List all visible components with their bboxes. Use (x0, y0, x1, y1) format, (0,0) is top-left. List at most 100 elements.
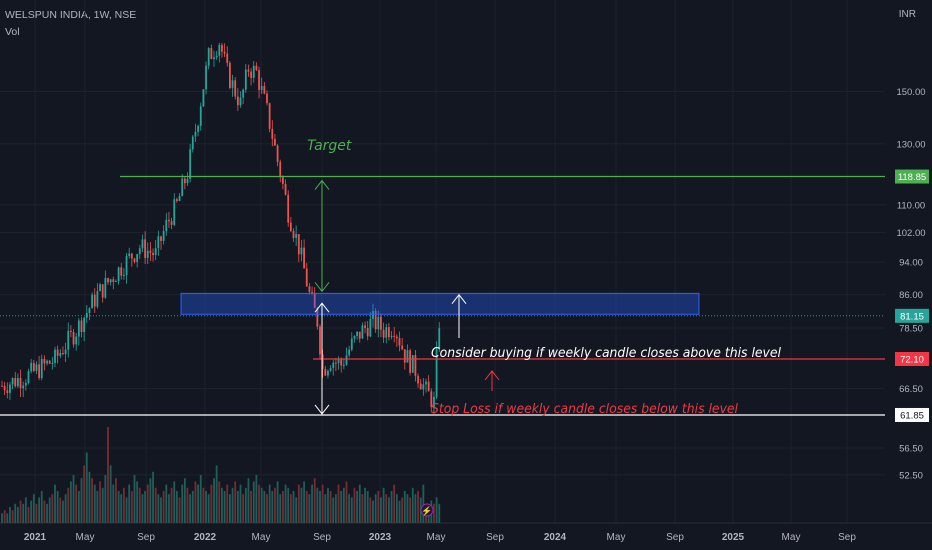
candle-body (313, 293, 316, 309)
candle-body (303, 247, 305, 269)
volume-bar (316, 487, 319, 523)
candle-body (223, 51, 226, 54)
candle-body (374, 310, 377, 330)
volume-bar (395, 494, 398, 523)
candle-body (221, 45, 223, 52)
candle-body (435, 349, 438, 397)
candle-body (91, 294, 93, 309)
volume-bar (3, 510, 6, 523)
candle-body (292, 231, 295, 238)
candle-body (183, 178, 186, 184)
candle-body (252, 65, 255, 78)
candle-body (186, 178, 189, 184)
candle-body (22, 385, 25, 389)
x-tick-label: May (252, 532, 271, 543)
candle-body (17, 377, 19, 387)
volume-bar (263, 491, 266, 523)
volume-bar (6, 513, 9, 523)
volume-bar (70, 481, 72, 523)
price-tag (895, 407, 929, 422)
volume-bar (398, 500, 401, 523)
candle-body (115, 281, 117, 283)
volume-bar (165, 484, 168, 523)
candle-body (9, 384, 11, 393)
volume-bar (194, 481, 197, 523)
candle-body (56, 349, 59, 356)
volume-bar (229, 494, 231, 523)
x-tick-label: May (427, 532, 446, 543)
candle-body (342, 364, 345, 366)
candle-body (165, 219, 168, 232)
candle-body (361, 325, 364, 339)
volume-bar (242, 494, 245, 523)
volume-bar (244, 487, 247, 523)
candle-body (32, 362, 35, 371)
volume-bar (313, 478, 316, 523)
volume-bar (305, 491, 308, 523)
candle-body (321, 354, 324, 370)
volume-bar (138, 487, 141, 523)
candle-body (85, 312, 88, 318)
candle-body (215, 55, 218, 58)
candle-body (385, 327, 388, 338)
candle-body (350, 338, 353, 350)
volume-bar (300, 487, 303, 523)
candle-body (356, 331, 358, 337)
candle-body (229, 62, 231, 88)
candle-body (382, 329, 385, 338)
candle-body (99, 284, 101, 292)
candle-body (130, 253, 133, 259)
price-tag-label: 118.85 (898, 172, 926, 183)
volume-bar (231, 487, 234, 523)
candle-body (162, 231, 165, 241)
x-tick-label: May (782, 532, 801, 543)
x-tick-label: Sep (137, 532, 155, 543)
candle-body (3, 385, 6, 391)
volume-bar (59, 497, 62, 523)
target-annotation: Target (307, 138, 352, 154)
volume-bar (112, 484, 115, 523)
volume-bar (252, 481, 255, 523)
volume-bar (144, 491, 146, 523)
candle-body (64, 349, 67, 355)
candle-body (411, 355, 414, 373)
volume-bar (32, 494, 35, 523)
volume-bar (146, 484, 149, 523)
x-tick-label: 2025 (722, 532, 745, 543)
volume-bar (350, 497, 353, 523)
candle-body (207, 48, 210, 66)
volume-bar (337, 484, 340, 523)
volume-bar (385, 494, 388, 523)
volume-bar (284, 484, 287, 523)
volume-bar (226, 484, 229, 523)
candle-body (128, 253, 131, 257)
candle-body (311, 291, 313, 294)
volume-bar (117, 491, 120, 523)
volume-bar (319, 491, 321, 523)
candle-body (226, 53, 229, 63)
y-tick-label: 56.50 (899, 444, 923, 455)
candle-body (46, 360, 48, 364)
price-tag (895, 308, 929, 323)
volume-bar (152, 471, 154, 523)
volume-bar (1, 513, 3, 523)
candle-body (284, 183, 287, 195)
candle-body (101, 284, 104, 298)
volume-bar (258, 484, 260, 523)
candle-body (340, 359, 343, 366)
volume-bar (234, 481, 237, 523)
candle-body (160, 236, 162, 241)
volume-bar (295, 497, 298, 523)
candle-body (414, 355, 417, 376)
candle-body (51, 362, 54, 364)
x-tick-label: May (76, 532, 95, 543)
volume-bar (311, 484, 313, 523)
volume-bar (308, 494, 311, 523)
y-tick-label: 86.00 (899, 290, 923, 301)
volume-bar (221, 487, 223, 523)
candle-body (35, 364, 38, 371)
candle-body (138, 248, 141, 255)
candle-body (300, 247, 303, 255)
candle-body (112, 279, 115, 282)
